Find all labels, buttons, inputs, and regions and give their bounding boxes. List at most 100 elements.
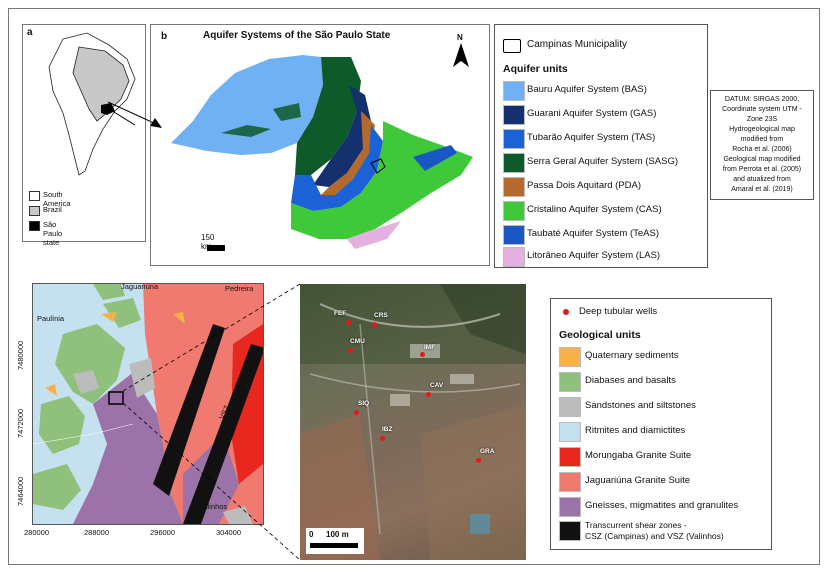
south-america-map (48, 32, 136, 176)
well-gra[interactable] (476, 458, 481, 463)
datum-line: Zone 23S (746, 116, 778, 123)
datum-line: from Perrota et al. (2005) (722, 166, 802, 173)
geo-label-ritmite: Ritmites and diamictites (585, 425, 686, 436)
geo-swatch-quaternary (559, 347, 581, 367)
well-siq[interactable] (354, 410, 359, 415)
well-crs[interactable] (372, 322, 377, 327)
aquifer-label-cas: Cristalino Aquifer System (CAS) (527, 204, 662, 215)
datum-line: Amaral et al. (2019) (731, 186, 793, 193)
well-fef[interactable] (346, 320, 351, 325)
datum-line: Rocha et al. (2006) (732, 146, 792, 153)
panel-b-letter: b (161, 31, 168, 42)
wells-label: Deep tubular wells (579, 306, 658, 317)
geo-swatch-diabase (559, 372, 581, 392)
datum-line: Coordinate system UTM - (722, 106, 802, 113)
satellite-texture (300, 284, 526, 560)
place-jaguariuna: Jaguariúna (121, 283, 159, 291)
geo-swatch-morungaba (559, 447, 581, 467)
north-arrow-icon (453, 43, 469, 67)
y-tick: 7472000 (16, 408, 25, 438)
datum-line: Geological map modified (723, 156, 801, 163)
geo-label-gneiss: Gneisses, migmatites and granulites (585, 500, 739, 511)
panel-a-frame: a South America Brazil São Paulo state (22, 24, 146, 247)
well-label-gra: GRA (480, 448, 495, 455)
y-tick: 7464000 (16, 476, 25, 506)
aquifer-swatch-pda (503, 177, 525, 197)
aquifer-label-las: Litorâneo Aquifer System (LAS) (527, 250, 661, 261)
geo-swatch-sandstone (559, 397, 581, 417)
aquifer-label-gas: Guarani Aquifer System (GAS) (527, 108, 657, 119)
aquifer-header: Aquifer units (503, 63, 568, 75)
geo-map: Jaguariúna Pedreira Paulínia Valinhos CS… (32, 283, 264, 525)
legend-swatch-south-america (29, 191, 40, 201)
geo-swatch-gneiss (559, 497, 581, 517)
well-label-imf: IMF (424, 344, 436, 351)
y-tick: 7480000 (16, 340, 25, 370)
well-label-cav: CAV (430, 382, 444, 389)
aquifer-swatch-las (503, 247, 525, 267)
legend-swatch-brazil (29, 206, 40, 216)
campinas-label: Campinas Municipality (527, 39, 628, 50)
aquifer-swatch-bas (503, 81, 525, 101)
aquifer-swatch-sasg (503, 153, 525, 173)
place-paulinia: Paulínia (37, 314, 65, 323)
legend-label-south-america: South America (43, 190, 71, 208)
geo-label-shear-1: Transcurrent shear zones - (585, 520, 687, 530)
panel-link-arrow (107, 101, 162, 128)
panel-a-letter: a (27, 27, 33, 38)
well-label-fef: FEF (334, 310, 347, 317)
x-tick: 288000 (84, 528, 110, 537)
aquifer-label-pda: Passa Dois Aquitard (PDA) (527, 180, 642, 191)
sao-paulo-aquifer-map (171, 55, 473, 249)
satellite-scale: 0 100 m (306, 528, 364, 554)
north-label: N (457, 33, 463, 42)
place-pedreira: Pedreira (225, 284, 254, 293)
geology-legend: Deep tubular wells Geological units Quat… (550, 298, 772, 550)
satellite-scale-bar (310, 543, 358, 548)
aquifer-legend: Campinas Municipality Aquifer units Baur… (494, 24, 708, 268)
aquifer-swatch-tas (503, 129, 525, 149)
scale-label-b: 150 km (201, 233, 215, 251)
panel-b-title: Aquifer Systems of the São Paulo State (203, 30, 391, 41)
figure-frame (8, 8, 820, 565)
satellite-scale-zero: 0 (309, 530, 314, 539)
well-label-siq: SIQ (358, 400, 370, 407)
aquifer-label-tas: Tubarão Aquifer System (TAS) (527, 132, 656, 143)
datum-line: modified from (740, 136, 784, 143)
place-valinhos: Valinhos (199, 502, 228, 511)
geo-label-sandstone: Sandstones and siltstones (585, 400, 696, 411)
well-cmu[interactable] (348, 348, 353, 353)
well-label-ibz: IBZ (382, 426, 393, 433)
x-tick: 280000 (24, 528, 50, 537)
datum-line: and atualized from (733, 176, 791, 183)
scale-bar-b-bar (207, 245, 225, 251)
geo-label-diabase: Diabases and basalts (585, 375, 676, 386)
aquifer-swatch-cas (503, 201, 525, 221)
well-cav[interactable] (426, 392, 431, 397)
datum-note: DATUM: SIRGAS 2000, Coordinate system UT… (710, 90, 814, 200)
well-imf[interactable] (420, 352, 425, 357)
datum-line: Hydrogeological map (729, 126, 795, 133)
satellite-image: FEF CRS CMU IMF CAV SIQ IBZ GRA 0 100 m (300, 284, 526, 560)
geo-label-shear-2: CSZ (Campinas) and VSZ (Valinhos) (585, 531, 724, 541)
well-dot-icon (563, 309, 569, 315)
geo-label-morungaba: Morungaba Granite Suite (585, 450, 692, 461)
aquifer-label-sasg: Serra Geral Aquifer System (SASG) (527, 156, 678, 167)
legend-swatch-sao-paulo (29, 221, 40, 231)
well-ibz[interactable] (380, 436, 385, 441)
datum-line: DATUM: SIRGAS 2000, (724, 96, 800, 103)
well-label-cmu: CMU (350, 338, 365, 345)
geo-swatch-jaguariuna (559, 472, 581, 492)
geo-swatch-shear (559, 521, 581, 541)
geology-header: Geological units (559, 329, 641, 341)
panel-b-frame: b Aquifer Systems of the São Paulo State… (150, 24, 490, 266)
legend-label-sao-paulo: São Paulo state (43, 220, 63, 247)
geo-map-drawing (33, 284, 263, 524)
x-tick: 296000 (150, 528, 176, 537)
legend-label-brazil: Brazil (43, 205, 62, 214)
aquifer-label-teas: Taubaté Aquifer System (TeAS) (527, 228, 660, 239)
north-arrow: N (451, 33, 471, 69)
geo-label-quaternary: Quaternary sediments (585, 350, 679, 361)
aquifer-label-bas: Bauru Aquifer System (BAS) (527, 84, 647, 95)
geo-label-jaguariuna: Jaguariúna Granite Suite (585, 475, 691, 486)
